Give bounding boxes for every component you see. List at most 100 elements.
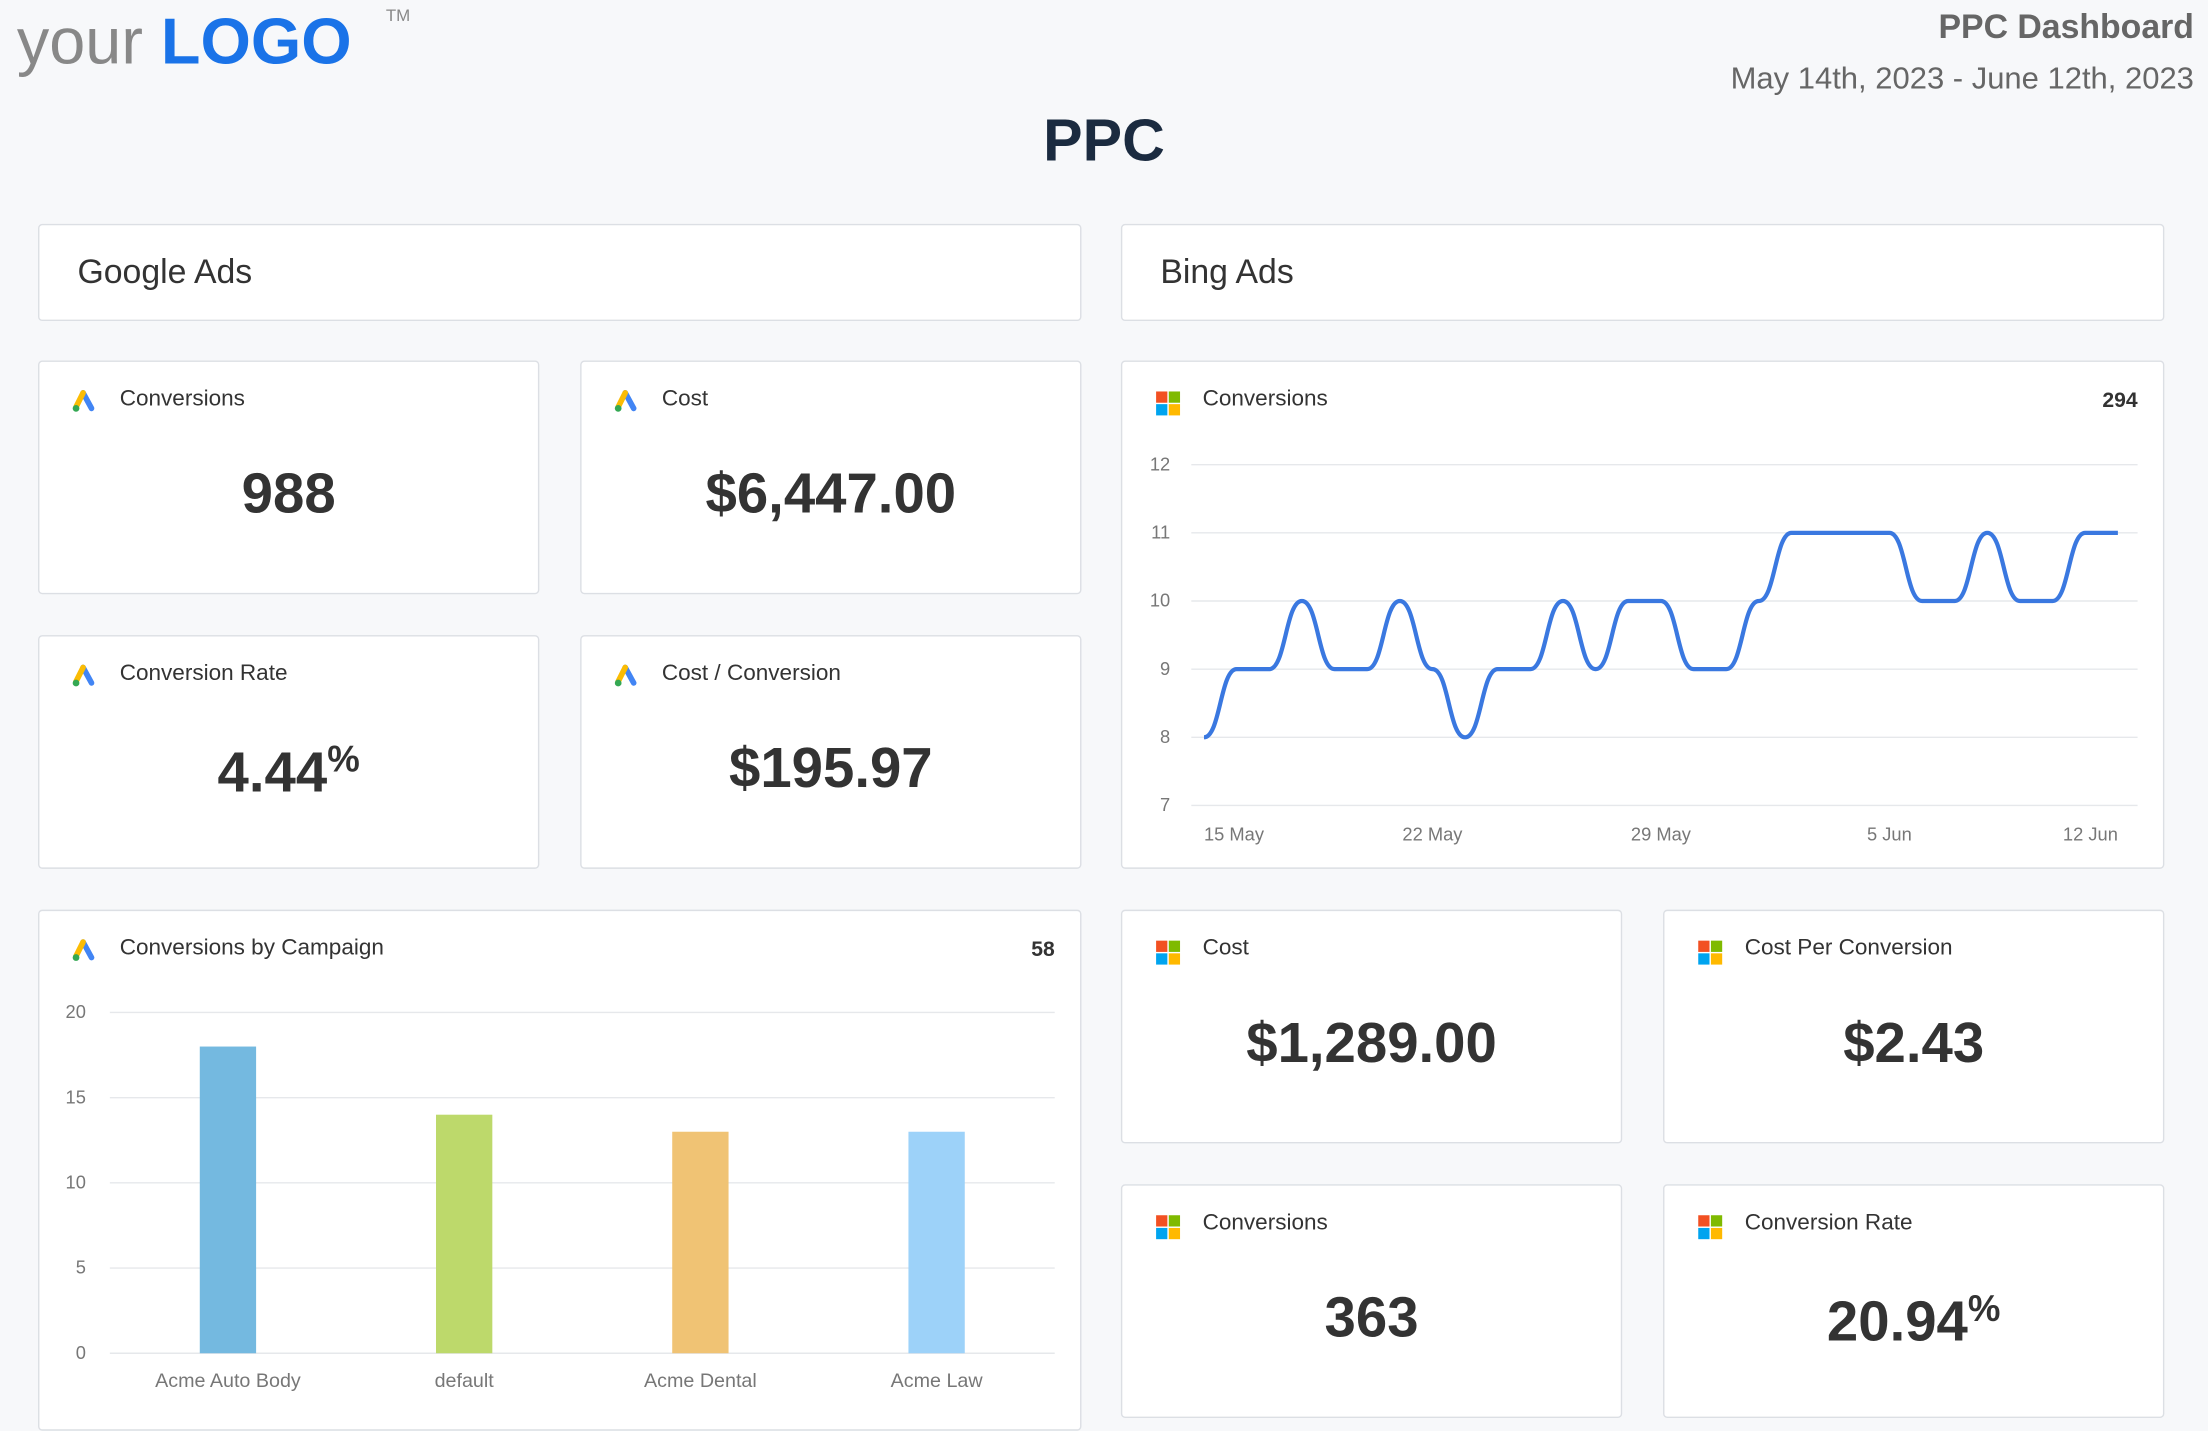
icon-part xyxy=(73,390,86,410)
card: Conversions by Campaign 58 0 5 10 15 20 Acme Au… xyxy=(38,909,1082,1431)
card: Conversion Rate 20.94% xyxy=(1663,1184,2165,1419)
source-icon xyxy=(614,390,637,412)
x-tick-label: Acme Dental xyxy=(644,1370,757,1392)
section-card: Bing Ads xyxy=(1120,223,2165,322)
icon-part xyxy=(614,679,622,687)
logo-text: your xyxy=(16,4,143,78)
icon-part xyxy=(1168,1227,1181,1240)
chart-total: 294 xyxy=(2102,388,2138,413)
card: Cost / Conversion $195.97 xyxy=(580,635,1082,869)
kpi-unit: % xyxy=(1967,1287,2001,1330)
page: your LOGO TM PPC Dashboard May 14th, 202… xyxy=(16,3,2194,1431)
y-tick-label: 12 xyxy=(1150,453,1170,474)
kpi-value: 20.94% xyxy=(1664,1287,2162,1355)
icon-part xyxy=(1168,404,1181,416)
icon-part xyxy=(72,404,80,412)
icon-part xyxy=(614,404,622,412)
icon-part xyxy=(615,664,629,685)
bar xyxy=(908,1131,965,1354)
chart-title: Conversions xyxy=(1202,387,1328,412)
icon-part xyxy=(1710,940,1723,952)
icon-part xyxy=(1710,953,1723,965)
source-icon xyxy=(1698,940,1723,965)
bar xyxy=(672,1131,729,1354)
icon-part xyxy=(1168,1215,1181,1227)
source-icon xyxy=(1156,940,1181,965)
x-tick-label: default xyxy=(435,1370,495,1392)
kpi-number: $195.97 xyxy=(729,737,933,800)
icon-part xyxy=(1710,1227,1723,1240)
kpi-number: 4.44 xyxy=(217,742,328,805)
logo-brand: LOGO xyxy=(160,4,352,78)
kpi-value: $2.43 xyxy=(1664,1012,2162,1075)
source-icon xyxy=(1156,1215,1181,1240)
kpi-value: 988 xyxy=(39,463,537,526)
icon-part xyxy=(1698,1227,1710,1240)
dashboard-title: PPC Dashboard xyxy=(1938,8,2194,47)
logo: your LOGO xyxy=(17,3,352,79)
bar xyxy=(436,1114,493,1354)
icon-part xyxy=(1710,1215,1723,1227)
y-tick-label: 0 xyxy=(76,1342,86,1363)
bar xyxy=(199,1046,257,1354)
kpi-value: 363 xyxy=(1122,1287,1620,1350)
icon-part xyxy=(1168,953,1181,965)
card: Conversion Rate 4.44% xyxy=(38,635,540,869)
kpi-label: Conversion Rate xyxy=(1744,1211,1913,1235)
y-tick-label: 20 xyxy=(66,1001,86,1022)
kpi-unit: % xyxy=(327,737,360,781)
kpi-label: Cost xyxy=(1202,936,1249,961)
date-range: May 14th, 2023 - June 12th, 2023 xyxy=(1730,60,2194,96)
kpi-value: 4.44% xyxy=(39,738,537,806)
line-series xyxy=(1203,530,2118,740)
logo-tm: TM xyxy=(385,5,411,26)
card: Conversions 294 7 8 9 10 11 12 15 May 22 May 29 Ma… xyxy=(1120,360,2165,869)
icon-part xyxy=(1156,1227,1168,1240)
chart-total: 58 xyxy=(1031,937,1055,962)
kpi-value: $6,447.00 xyxy=(582,463,1080,526)
section-title: Google Ads xyxy=(77,253,253,292)
y-tick-label: 11 xyxy=(1151,521,1170,542)
icon-part xyxy=(1156,953,1168,965)
x-tick-label: 22 May xyxy=(1402,824,1463,845)
y-tick-label: 9 xyxy=(1160,658,1170,679)
icon-part xyxy=(73,939,86,959)
source-icon xyxy=(72,664,95,687)
kpi-number: 20.94 xyxy=(1826,1291,1968,1354)
icon-part xyxy=(615,390,629,410)
kpi-value: $1,289.00 xyxy=(1122,1012,1620,1075)
source-icon xyxy=(72,390,95,412)
y-tick-label: 8 xyxy=(1160,726,1170,747)
kpi-label: Cost xyxy=(661,387,709,412)
section-card: Google Ads xyxy=(38,223,1082,322)
kpi-label: Conversions xyxy=(1202,1211,1328,1235)
source-icon xyxy=(1156,391,1181,416)
x-tick-label: 29 May xyxy=(1631,824,1692,845)
card: Conversions 988 xyxy=(38,360,540,595)
x-tick-label: Acme Law xyxy=(891,1370,984,1392)
x-tick-label: 5 Jun xyxy=(1867,824,1912,845)
kpi-number: $1,289.00 xyxy=(1246,1012,1497,1075)
source-icon xyxy=(72,939,95,961)
kpi-label: Cost Per Conversion xyxy=(1744,936,1953,961)
icon-part xyxy=(72,679,80,687)
source-icon xyxy=(1698,1215,1723,1240)
y-tick-label: 10 xyxy=(66,1171,86,1192)
chart-title: Conversions by Campaign xyxy=(119,936,384,961)
x-tick-label: Acme Auto Body xyxy=(155,1370,301,1392)
icon-part xyxy=(1168,391,1181,403)
card: Cost $6,447.00 xyxy=(580,360,1082,595)
dashboard: your LOGO TM PPC Dashboard May 14th, 202… xyxy=(17,3,2194,1431)
icon-part xyxy=(1698,1215,1710,1227)
bar-chart: 0 5 10 15 20 Acme Auto Body default Acme Dental… xyxy=(66,1001,1055,1392)
kpi-label: Conversions xyxy=(119,387,245,412)
kpi-number: $6,447.00 xyxy=(705,463,957,526)
kpi-number: 363 xyxy=(1324,1287,1419,1350)
y-tick-label: 15 xyxy=(66,1086,86,1107)
x-tick-label: 12 Jun xyxy=(2063,824,2118,845)
x-tick-label: 15 May xyxy=(1204,824,1265,845)
kpi-label: Cost / Conversion xyxy=(661,661,841,686)
y-tick-label: 10 xyxy=(1150,590,1170,611)
line-chart: 7 8 9 10 11 12 15 May 22 May 29 May 5 Jun 12 Jun xyxy=(1150,453,2138,845)
icon-part xyxy=(1698,940,1710,952)
